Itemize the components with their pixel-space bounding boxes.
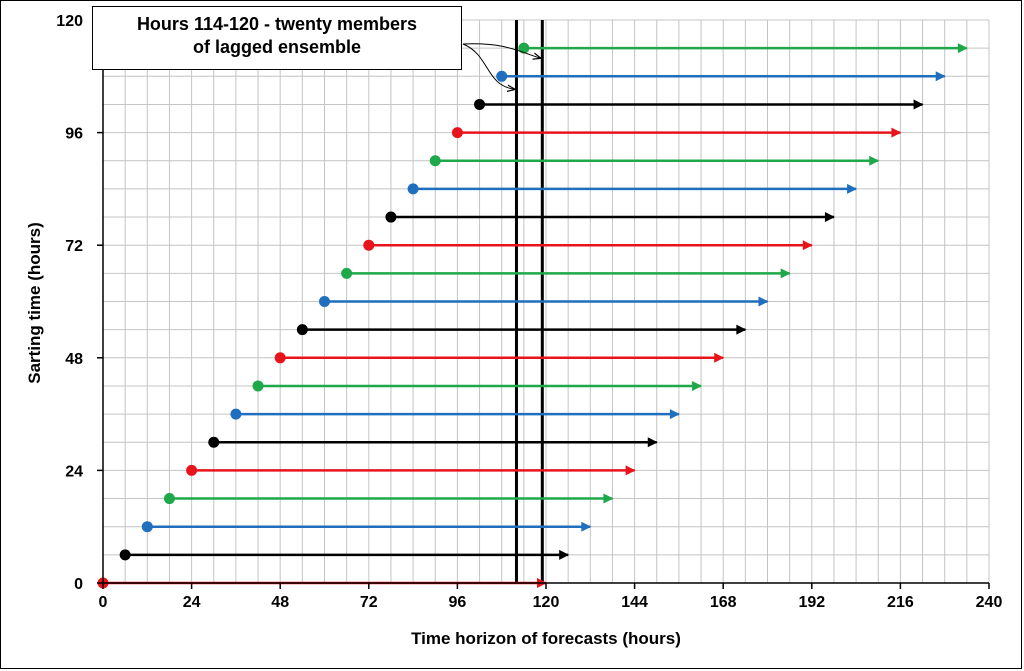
y-tick-label: 48	[65, 351, 83, 368]
x-tick-label: 240	[976, 594, 1003, 611]
axes	[97, 19, 990, 589]
x-tick-label: 48	[271, 594, 289, 611]
tick-labels: 0 24 48 72 96 120 144 168 192 216 240 0 24 48 72 96 120	[56, 13, 1002, 611]
x-tick-label: 120	[533, 594, 560, 611]
member-start-point	[274, 352, 286, 364]
annotation-box: Hours 114-120 - twenty members of lagged…	[92, 6, 462, 70]
callout-pointer	[462, 43, 540, 58]
member-start-point	[252, 380, 264, 392]
member-start-point	[230, 408, 242, 420]
member-start-point	[474, 98, 486, 110]
y-axis-title: Sarting time (hours)	[25, 222, 44, 384]
member-start-point	[119, 549, 131, 561]
annotation-line-1: Hours 114-120 - twenty members	[136, 14, 418, 34]
member-start-point	[208, 436, 220, 448]
member-start-point	[319, 296, 330, 307]
x-tick-label: 0	[99, 594, 108, 611]
y-tick-label: 0	[74, 576, 83, 593]
member-start-point	[429, 155, 441, 167]
x-tick-label: 192	[798, 594, 825, 611]
x-tick-label: 168	[710, 594, 737, 611]
member-start-point	[363, 239, 375, 251]
member-start-point	[518, 42, 530, 54]
y-tick-label: 120	[56, 13, 83, 30]
member-start-point	[407, 183, 419, 195]
x-tick-label: 96	[449, 594, 467, 611]
member-start-point	[186, 464, 198, 476]
annotation-line-2: of lagged ensemble	[192, 37, 362, 57]
x-tick-label: 24	[183, 594, 201, 611]
y-tick-label: 24	[65, 463, 83, 480]
ensemble-members	[97, 42, 968, 589]
member-start-point	[385, 211, 397, 223]
member-start-point	[296, 324, 308, 336]
member-start-point	[341, 267, 353, 279]
member-start-point	[496, 70, 508, 82]
member-start-point	[163, 493, 175, 505]
y-tick-label: 72	[65, 238, 83, 255]
x-tick-label: 72	[360, 594, 378, 611]
x-tick-label: 216	[887, 594, 914, 611]
x-tick-label: 144	[621, 594, 648, 611]
member-start-point	[141, 521, 153, 533]
y-tick-label: 96	[65, 126, 83, 143]
x-axis-title: Time horizon of forecasts (hours)	[411, 629, 681, 648]
callout-pointer	[462, 43, 514, 89]
member-start-point	[451, 127, 463, 139]
callout-pointers	[462, 43, 540, 90]
